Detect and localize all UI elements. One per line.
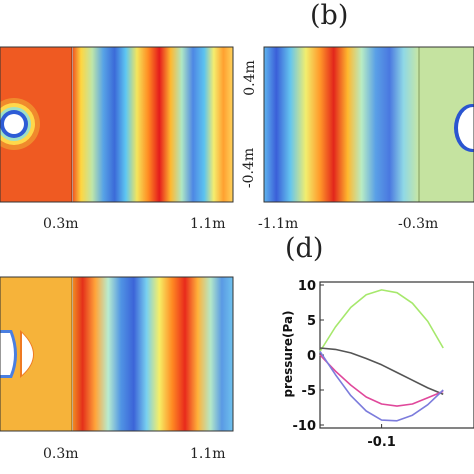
- panel-a-scatterer: [0, 98, 40, 150]
- panel-d-series-line-2: [319, 354, 444, 407]
- panel-d-ytick-label: 10: [298, 279, 316, 294]
- panel-a-xtick-1: 1.1m: [190, 216, 226, 232]
- panel-d-ylabel: pressure(Pa): [281, 310, 295, 398]
- panel-b-xtick-0: -1.1m: [258, 216, 299, 232]
- panel-d-series-line-3: [319, 351, 444, 422]
- panel-d-series-line-1: [319, 347, 444, 395]
- panel-c-scatterer: [0, 330, 34, 378]
- panel-a-xtick-0: 0.3m: [43, 216, 79, 232]
- panel-c-xtick-0: 0.3m: [43, 446, 79, 462]
- panel-d-series-line-0: [319, 289, 444, 352]
- panel-d-ytick-label: 5: [307, 314, 316, 329]
- panel-b-label: (b): [310, 0, 349, 31]
- panel-a-field: [0, 46, 234, 203]
- panel-d-xtick-label: -0.1: [367, 435, 395, 450]
- panel-d-ytick-label: -5: [302, 384, 316, 399]
- panel-d-ytick-label: -10: [293, 419, 317, 434]
- panel-c-field: [0, 276, 234, 432]
- panel-c-xtick-1: 1.1m: [190, 446, 226, 462]
- panel-b-field: [263, 46, 474, 203]
- panel-d-chart: 10 5 0 -5 -10 -0.1: [293, 279, 474, 450]
- panel-d-label: (d): [285, 233, 324, 264]
- panel-b-ytick-1: -0.4m: [241, 147, 257, 189]
- panel-b-xtick-1: -0.3m: [398, 216, 439, 232]
- panel-b-ytick-0: 0.4m: [242, 60, 258, 96]
- panel-d-ytick-label: 0: [307, 349, 316, 364]
